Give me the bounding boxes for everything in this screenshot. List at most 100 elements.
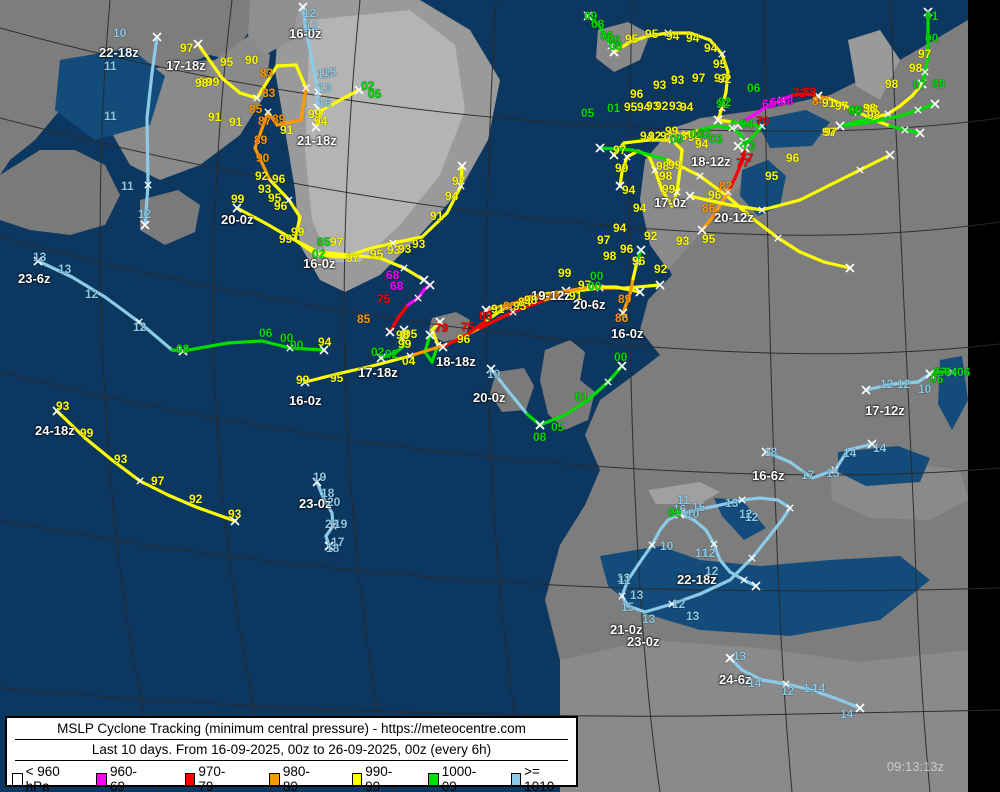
track-segment: [293, 215, 302, 242]
track-segment: [288, 346, 326, 352]
cyclone-track[interactable]: [140, 32, 162, 230]
track-segment: [330, 511, 335, 528]
track-segment: [740, 668, 764, 682]
cyclone-track[interactable]: [609, 136, 684, 208]
track-tick-marker-icon: [509, 308, 517, 316]
track-end-marker-icon: [457, 161, 467, 171]
track-segment: [370, 354, 412, 368]
track-segment: [840, 102, 860, 114]
cyclone-track[interactable]: [609, 29, 730, 125]
track-tick-marker-icon: [618, 592, 626, 600]
track-tick-marker-icon: [786, 504, 794, 512]
cyclone-track[interactable]: [376, 325, 409, 363]
track-segment: [712, 542, 722, 562]
track-segment: [716, 106, 724, 122]
track-segment: [275, 63, 298, 68]
track-segment: [378, 256, 406, 270]
cyclone-track[interactable]: [481, 283, 645, 315]
track-segment: [36, 259, 74, 279]
land-greenland-ice: [305, 10, 465, 262]
cyclone-track[interactable]: [618, 496, 794, 614]
track-tick-marker-icon: [901, 126, 909, 134]
cyclone-track[interactable]: [311, 85, 364, 132]
track-segment: [898, 108, 920, 118]
track-segment: [923, 56, 930, 74]
cyclone-track[interactable]: [685, 150, 895, 214]
cyclone-track[interactable]: [725, 653, 865, 713]
cyclone-track[interactable]: [178, 339, 329, 356]
track-tick-marker-icon: [136, 477, 144, 485]
cyclone-track[interactable]: [312, 477, 337, 551]
track-segment: [150, 35, 159, 75]
track-start-marker-icon: [535, 420, 545, 430]
cyclone-track[interactable]: [193, 39, 467, 259]
track-segment: [303, 372, 339, 384]
track-segment: [678, 128, 702, 137]
track-segment: [253, 146, 272, 182]
track-segment: [55, 409, 87, 440]
track-segment: [804, 92, 820, 98]
track-tick-marker-icon: [414, 294, 422, 302]
cyclone-track[interactable]: [713, 115, 766, 151]
track-start-marker-icon: [813, 91, 823, 101]
track-segment: [166, 493, 198, 509]
track-end-marker-icon: [655, 280, 665, 290]
track-end-marker-icon: [615, 181, 625, 191]
land-africa: [560, 640, 968, 792]
legend-swatch-icon: [184, 772, 196, 786]
track-segment: [598, 146, 634, 152]
track-segment: [720, 90, 728, 110]
track-segment: [321, 495, 334, 515]
track-segment: [920, 70, 927, 86]
track-segment: [760, 678, 788, 686]
track-segment: [726, 176, 737, 194]
cyclone-track[interactable]: [925, 367, 957, 379]
track-segment: [678, 508, 698, 516]
track-segment: [103, 295, 141, 324]
cyclone-track[interactable]: [232, 203, 429, 285]
track-segment: [441, 332, 470, 349]
track-segment: [828, 168, 862, 187]
track-segment: [628, 34, 650, 44]
cyclone-track[interactable]: [385, 280, 435, 337]
sea-blacksea: [838, 446, 930, 486]
sea-caspian: [938, 356, 968, 430]
track-segment: [268, 178, 291, 202]
track-end-marker-icon: [435, 317, 445, 327]
cyclone-track[interactable]: [835, 99, 940, 131]
track-start-marker-icon: [761, 447, 771, 457]
track-segment: [507, 390, 529, 416]
track-segment: [342, 88, 361, 100]
track-end-marker-icon: [675, 509, 685, 519]
land-labrador: [0, 150, 120, 235]
track-tick-marker-icon: [710, 540, 718, 548]
legend-panel: MSLP Cyclone Tracking (minimum central p…: [5, 716, 578, 792]
track-tick-marker-icon: [400, 264, 408, 272]
track-segment: [890, 380, 920, 386]
cyclone-track[interactable]: [697, 143, 750, 235]
track-segment: [870, 112, 890, 120]
cyclone-track[interactable]: [618, 245, 646, 318]
legend-item-label: 980-89: [282, 764, 310, 792]
track-tick-marker-icon: [398, 334, 406, 342]
track-segment: [626, 604, 647, 614]
track-segment: [658, 518, 670, 532]
cyclone-track[interactable]: [298, 2, 323, 113]
track-segment: [750, 216, 780, 240]
cyclone-track[interactable]: [761, 439, 877, 480]
track-segment: [780, 93, 795, 102]
track-tick-marker-icon: [673, 188, 681, 196]
track-end-marker-icon: [885, 150, 895, 160]
track-start-marker-icon: [595, 143, 605, 153]
cyclone-track[interactable]: [535, 361, 627, 430]
legend-item-label: >= 1010: [524, 764, 555, 792]
cyclone-track-layer: [33, 2, 957, 713]
cyclone-track[interactable]: [52, 406, 240, 526]
track-tick-marker-icon: [724, 188, 732, 196]
legend-item-5: 1000-09: [428, 764, 480, 792]
track-tick-marker-icon: [586, 283, 594, 291]
cyclone-track[interactable]: [813, 91, 925, 138]
cyclone-track[interactable]: [675, 124, 749, 147]
